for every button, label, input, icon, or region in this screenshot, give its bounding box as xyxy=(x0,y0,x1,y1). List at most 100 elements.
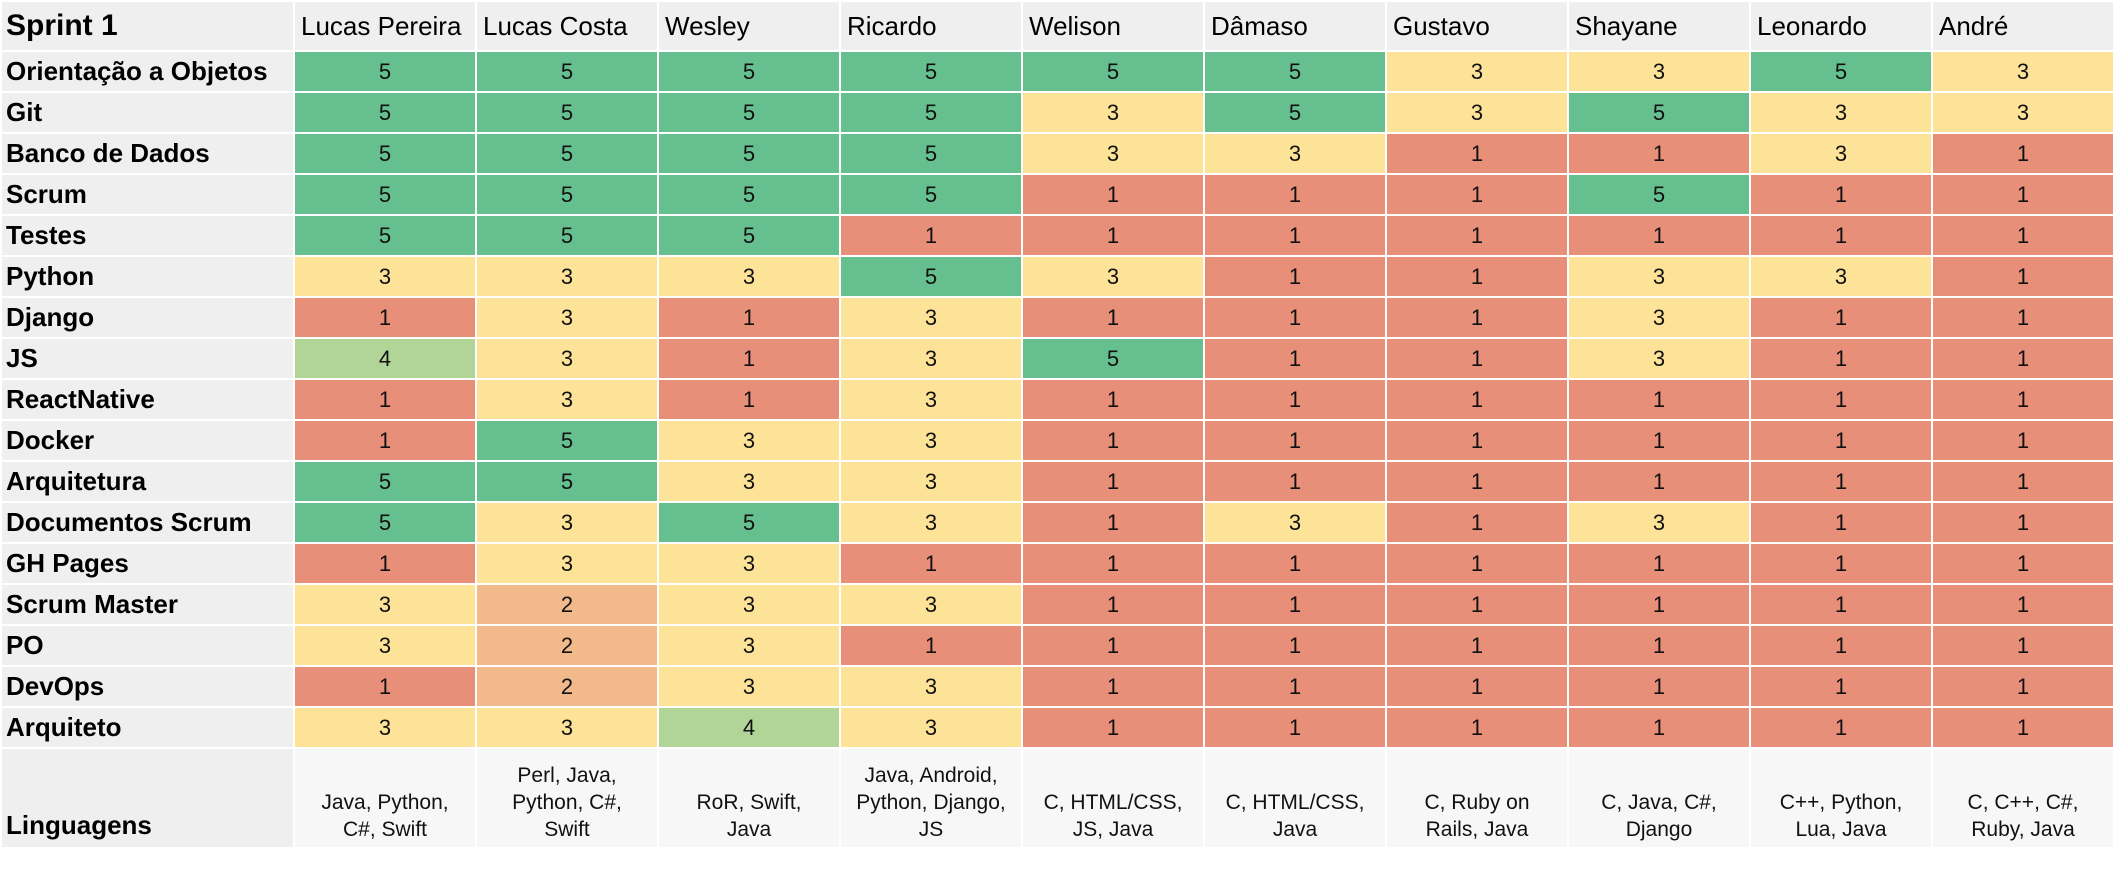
score-cell[interactable]: 1 xyxy=(657,378,841,421)
score-cell[interactable]: 3 xyxy=(1385,50,1569,93)
score-cell[interactable]: 5 xyxy=(1203,50,1387,93)
skill-label[interactable]: PO xyxy=(0,624,295,667)
score-cell[interactable]: 3 xyxy=(475,378,659,421)
score-cell[interactable]: 1 xyxy=(1385,542,1569,585)
score-cell[interactable]: 1 xyxy=(1203,214,1387,257)
score-cell[interactable]: 1 xyxy=(293,378,477,421)
score-cell[interactable]: 3 xyxy=(657,542,841,585)
score-cell[interactable]: 1 xyxy=(1385,132,1569,175)
member-header[interactable]: Shayane xyxy=(1567,0,1751,52)
score-cell[interactable]: 1 xyxy=(1931,665,2113,708)
score-cell[interactable]: 4 xyxy=(657,706,841,749)
score-cell[interactable]: 5 xyxy=(1567,173,1751,216)
score-cell[interactable]: 1 xyxy=(1931,255,2113,298)
score-cell[interactable]: 3 xyxy=(475,501,659,544)
score-cell[interactable]: 5 xyxy=(293,214,477,257)
score-cell[interactable]: 5 xyxy=(657,132,841,175)
score-cell[interactable]: 1 xyxy=(1931,501,2113,544)
score-cell[interactable]: 1 xyxy=(1203,337,1387,380)
score-cell[interactable]: 3 xyxy=(293,706,477,749)
score-cell[interactable]: 3 xyxy=(839,665,1023,708)
score-cell[interactable]: 5 xyxy=(839,91,1023,134)
score-cell[interactable]: 3 xyxy=(293,255,477,298)
score-cell[interactable]: 1 xyxy=(1749,542,1933,585)
score-cell[interactable]: 5 xyxy=(475,419,659,462)
score-cell[interactable]: 3 xyxy=(1567,255,1751,298)
score-cell[interactable]: 3 xyxy=(475,255,659,298)
score-cell[interactable]: 3 xyxy=(1021,91,1205,134)
score-cell[interactable]: 1 xyxy=(1385,337,1569,380)
score-cell[interactable]: 3 xyxy=(1567,50,1751,93)
sheet-title[interactable]: Sprint 1 xyxy=(0,0,295,52)
languages-cell[interactable]: C, Ruby on Rails, Java xyxy=(1385,747,1569,849)
score-cell[interactable]: 5 xyxy=(293,91,477,134)
score-cell[interactable]: 1 xyxy=(293,419,477,462)
skill-label[interactable]: ReactNative xyxy=(0,378,295,421)
score-cell[interactable]: 1 xyxy=(1931,583,2113,626)
score-cell[interactable]: 1 xyxy=(1385,624,1569,667)
score-cell[interactable]: 1 xyxy=(1931,706,2113,749)
score-cell[interactable]: 5 xyxy=(657,91,841,134)
score-cell[interactable]: 1 xyxy=(1567,583,1751,626)
score-cell[interactable]: 1 xyxy=(1203,583,1387,626)
score-cell[interactable]: 1 xyxy=(657,337,841,380)
score-cell[interactable]: 1 xyxy=(1385,706,1569,749)
score-cell[interactable]: 1 xyxy=(1749,583,1933,626)
score-cell[interactable]: 1 xyxy=(1931,542,2113,585)
score-cell[interactable]: 3 xyxy=(839,337,1023,380)
score-cell[interactable]: 1 xyxy=(293,542,477,585)
score-cell[interactable]: 3 xyxy=(1021,255,1205,298)
score-cell[interactable]: 1 xyxy=(1385,665,1569,708)
score-cell[interactable]: 3 xyxy=(1931,91,2113,134)
member-header[interactable]: Ricardo xyxy=(839,0,1023,52)
score-cell[interactable]: 1 xyxy=(1021,173,1205,216)
score-cell[interactable]: 3 xyxy=(657,583,841,626)
score-cell[interactable]: 1 xyxy=(1567,460,1751,503)
score-cell[interactable]: 1 xyxy=(1203,173,1387,216)
score-cell[interactable]: 3 xyxy=(475,706,659,749)
score-cell[interactable]: 1 xyxy=(1567,624,1751,667)
skill-label[interactable]: Banco de Dados xyxy=(0,132,295,175)
score-cell[interactable]: 1 xyxy=(1385,255,1569,298)
member-header[interactable]: Wesley xyxy=(657,0,841,52)
score-cell[interactable]: 3 xyxy=(1385,91,1569,134)
score-cell[interactable]: 3 xyxy=(839,583,1023,626)
score-cell[interactable]: 5 xyxy=(475,173,659,216)
score-cell[interactable]: 3 xyxy=(657,665,841,708)
score-cell[interactable]: 1 xyxy=(1749,173,1933,216)
score-cell[interactable]: 1 xyxy=(1021,378,1205,421)
score-cell[interactable]: 2 xyxy=(475,665,659,708)
score-cell[interactable]: 5 xyxy=(1749,50,1933,93)
languages-cell[interactable]: Java, Android, Python, Django, JS xyxy=(839,747,1023,849)
score-cell[interactable]: 1 xyxy=(293,296,477,339)
score-cell[interactable]: 1 xyxy=(1567,132,1751,175)
score-cell[interactable]: 3 xyxy=(657,624,841,667)
score-cell[interactable]: 5 xyxy=(475,50,659,93)
score-cell[interactable]: 3 xyxy=(475,337,659,380)
score-cell[interactable]: 5 xyxy=(657,501,841,544)
score-cell[interactable]: 3 xyxy=(475,542,659,585)
languages-cell[interactable]: RoR, Swift, Java xyxy=(657,747,841,849)
skill-label[interactable]: Arquitetura xyxy=(0,460,295,503)
score-cell[interactable]: 1 xyxy=(1203,624,1387,667)
score-cell[interactable]: 1 xyxy=(1567,378,1751,421)
skill-label[interactable]: Testes xyxy=(0,214,295,257)
score-cell[interactable]: 3 xyxy=(1203,132,1387,175)
score-cell[interactable]: 1 xyxy=(1021,460,1205,503)
skill-label[interactable]: Django xyxy=(0,296,295,339)
score-cell[interactable]: 3 xyxy=(1203,501,1387,544)
member-header[interactable]: Welison xyxy=(1021,0,1205,52)
score-cell[interactable]: 1 xyxy=(1749,460,1933,503)
score-cell[interactable]: 1 xyxy=(1021,665,1205,708)
score-cell[interactable]: 3 xyxy=(1567,337,1751,380)
score-cell[interactable]: 1 xyxy=(839,214,1023,257)
score-cell[interactable]: 5 xyxy=(293,173,477,216)
score-cell[interactable]: 1 xyxy=(1021,542,1205,585)
score-cell[interactable]: 3 xyxy=(657,460,841,503)
member-header[interactable]: André xyxy=(1931,0,2113,52)
member-header[interactable]: Lucas Pereira xyxy=(293,0,477,52)
score-cell[interactable]: 3 xyxy=(1567,501,1751,544)
score-cell[interactable]: 1 xyxy=(1749,419,1933,462)
score-cell[interactable]: 1 xyxy=(1021,419,1205,462)
score-cell[interactable]: 5 xyxy=(1203,91,1387,134)
